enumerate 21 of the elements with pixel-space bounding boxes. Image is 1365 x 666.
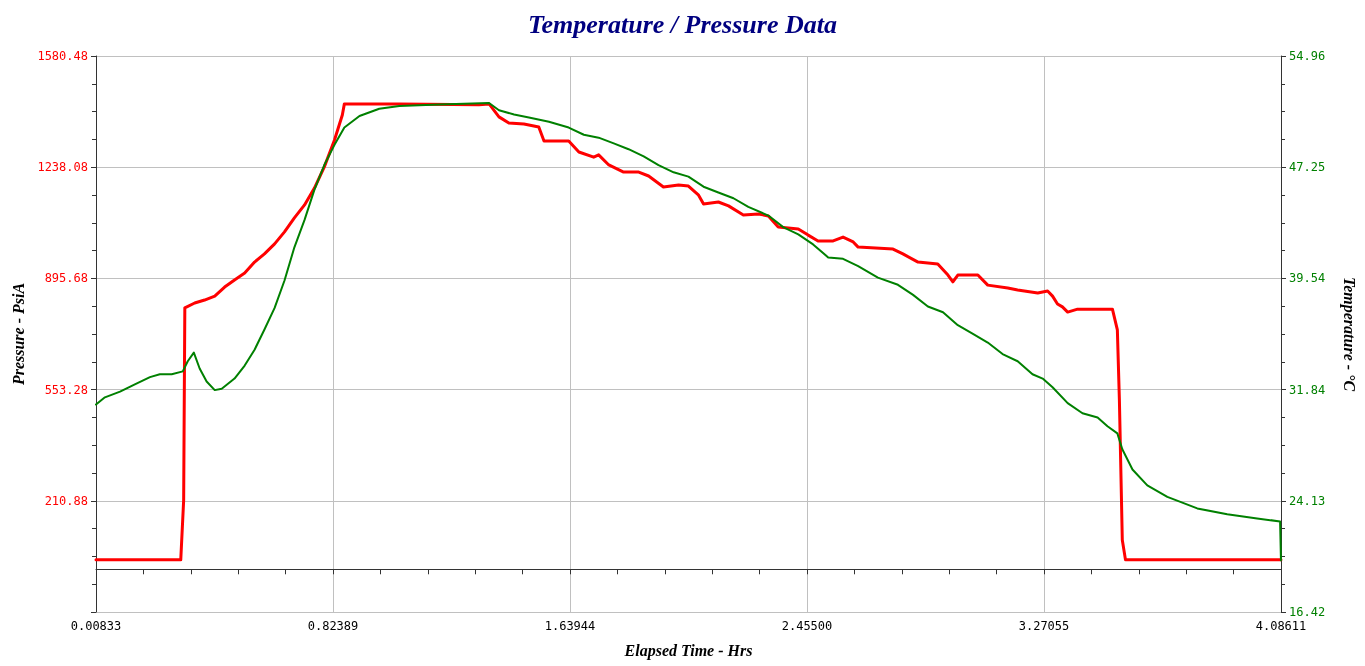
x-axis-title: Elapsed Time - Hrs: [623, 641, 753, 660]
y-tick-label: 895.68: [44, 271, 88, 286]
y-tick-label: 210.88: [44, 493, 88, 508]
y2-tick-label: 16.42: [1289, 605, 1326, 619]
x-tick-label: 0.00833: [70, 619, 122, 633]
y2-tick-label: 54.96: [1289, 49, 1326, 63]
x-tick-label: 3.27055: [1018, 619, 1070, 633]
y2-tick-label: 47.25: [1289, 160, 1326, 175]
y2-tick-label: 31.84: [1289, 382, 1326, 397]
x-tick-label: 4.08611: [1255, 619, 1307, 633]
y2-axis-title: Temperature - °C: [1339, 276, 1358, 392]
x-tick-label: 0.82389: [307, 619, 359, 633]
y-axis-title: Pressure - PsiA: [10, 282, 28, 387]
y-tick-label: 1580.48: [37, 49, 88, 63]
y-tick-label: 553.28: [44, 382, 88, 397]
y-tick-label: 1238.08: [37, 160, 88, 175]
x-tick-label: 2.45500: [781, 619, 833, 633]
y2-tick-label: 24.13: [1289, 493, 1326, 508]
chart-title: Temperature / Pressure Data: [528, 9, 837, 39]
x-tick-label: 1.63944: [544, 619, 596, 633]
y2-tick-label: 39.54: [1289, 271, 1326, 286]
